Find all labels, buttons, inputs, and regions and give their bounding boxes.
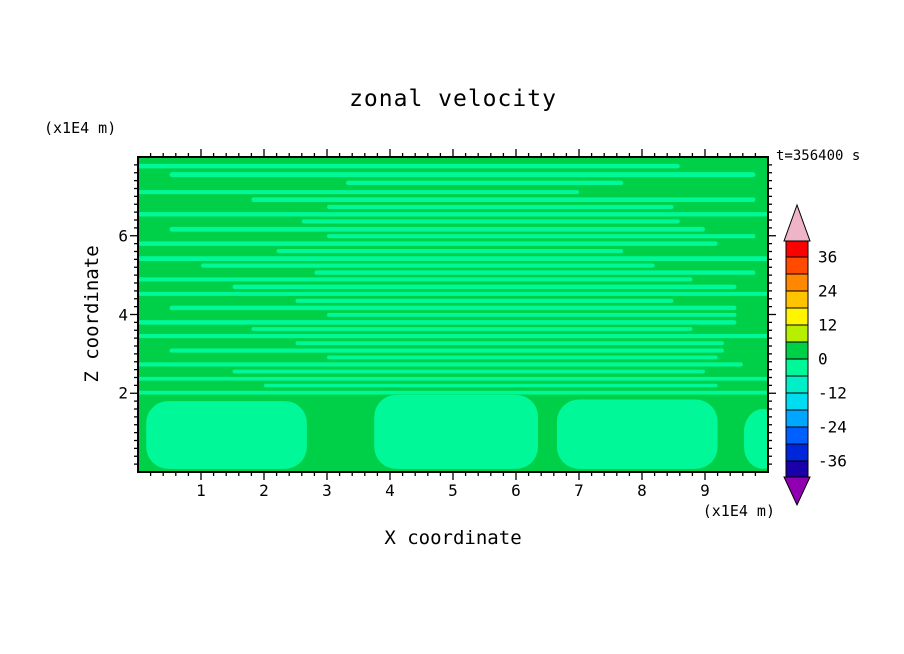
x-tick-label: 2	[259, 481, 269, 500]
colorbar-tick-label: -36	[818, 451, 847, 471]
x-tick-label: 9	[700, 481, 710, 500]
colorbar-tick-label: -12	[818, 383, 847, 403]
x-tick-label: 4	[385, 481, 395, 500]
colorbar-tick-label: 24	[818, 281, 838, 301]
timestamp-label: t=356400 s	[776, 148, 861, 164]
x-tick-label: 5	[448, 481, 458, 500]
colorbar-tick-label: 12	[818, 315, 838, 335]
chart-title: zonal velocity	[349, 86, 557, 112]
x-tick-label: 8	[637, 481, 647, 500]
colorbar	[783, 203, 811, 507]
colorbar-tick-label: 0	[818, 349, 828, 369]
z-tick-label: 4	[118, 305, 128, 324]
x-tick-label: 1	[196, 481, 206, 500]
z-tick-label: 2	[118, 383, 128, 403]
colorbar-tick-label: 36	[818, 247, 838, 267]
contour-field-bands	[138, 163, 768, 469]
x-tick-label: 7	[574, 481, 584, 500]
x-tick-label: 6	[511, 481, 521, 500]
x-axis-title: X coordinate	[384, 527, 522, 549]
colorbar-tick-label: -24	[818, 417, 847, 437]
z-axis-unit-label: (x1E4 m)	[44, 119, 117, 137]
colorbar-over-arrow	[783, 203, 811, 242]
z-tick-label: 6	[118, 226, 128, 246]
x-axis-unit-label: (x1E4 m)	[702, 502, 775, 520]
plot-frame	[137, 156, 769, 473]
colorbar-under-arrow	[783, 476, 811, 507]
x-tick-label: 3	[322, 481, 332, 500]
